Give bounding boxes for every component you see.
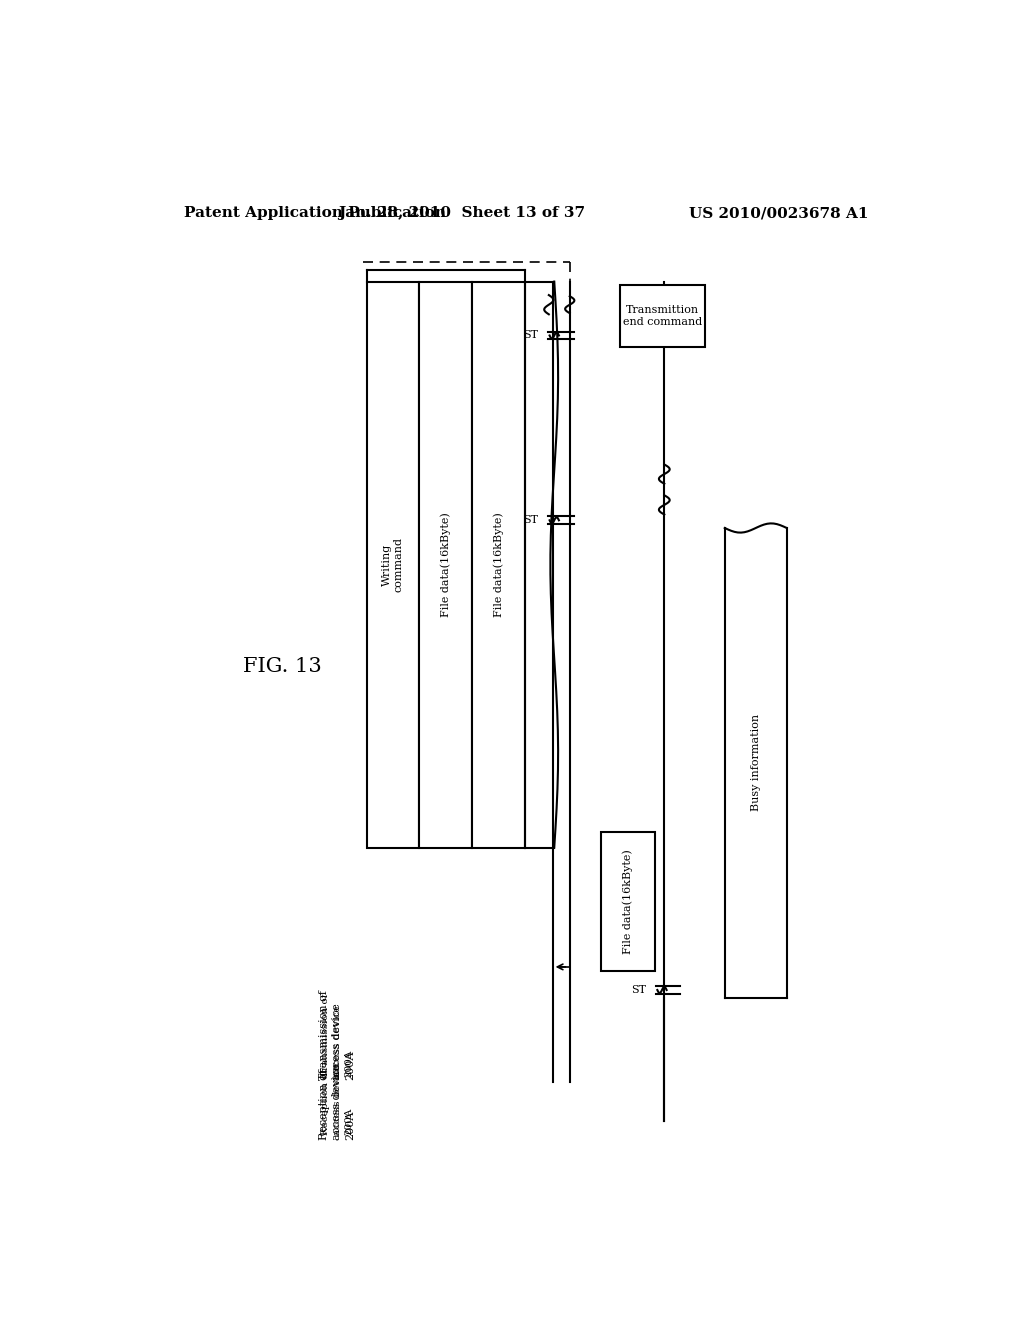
Text: File data(16kByte): File data(16kByte) <box>623 849 633 954</box>
Text: Writing
command: Writing command <box>382 537 403 593</box>
Text: ST: ST <box>523 515 539 525</box>
Text: Transmission of
access device
200A: Transmission of access device 200A <box>319 990 355 1080</box>
Text: ST: ST <box>631 985 646 995</box>
Text: US 2010/0023678 A1: US 2010/0023678 A1 <box>688 206 868 220</box>
Text: Transmittion
end command: Transmittion end command <box>624 305 702 327</box>
Text: ST: ST <box>523 330 539 341</box>
Text: Reception of
access device
200A: Reception of access device 200A <box>321 1063 353 1135</box>
Bar <box>367 281 420 847</box>
Text: Transmission of
access device
200A: Transmission of access device 200A <box>321 994 353 1077</box>
Text: FIG. 13: FIG. 13 <box>243 657 322 676</box>
Text: Jan. 28, 2010  Sheet 13 of 37: Jan. 28, 2010 Sheet 13 of 37 <box>338 206 585 220</box>
Bar <box>420 281 472 847</box>
Bar <box>621 285 706 347</box>
Bar <box>472 281 525 847</box>
Bar <box>601 832 655 970</box>
Text: Reception of
access device
200A: Reception of access device 200A <box>319 1063 355 1140</box>
Text: File data(16kByte): File data(16kByte) <box>440 512 451 616</box>
Text: Busy information: Busy information <box>751 714 761 812</box>
Text: File data(16kByte): File data(16kByte) <box>494 512 504 616</box>
Text: Patent Application Publication: Patent Application Publication <box>183 206 445 220</box>
